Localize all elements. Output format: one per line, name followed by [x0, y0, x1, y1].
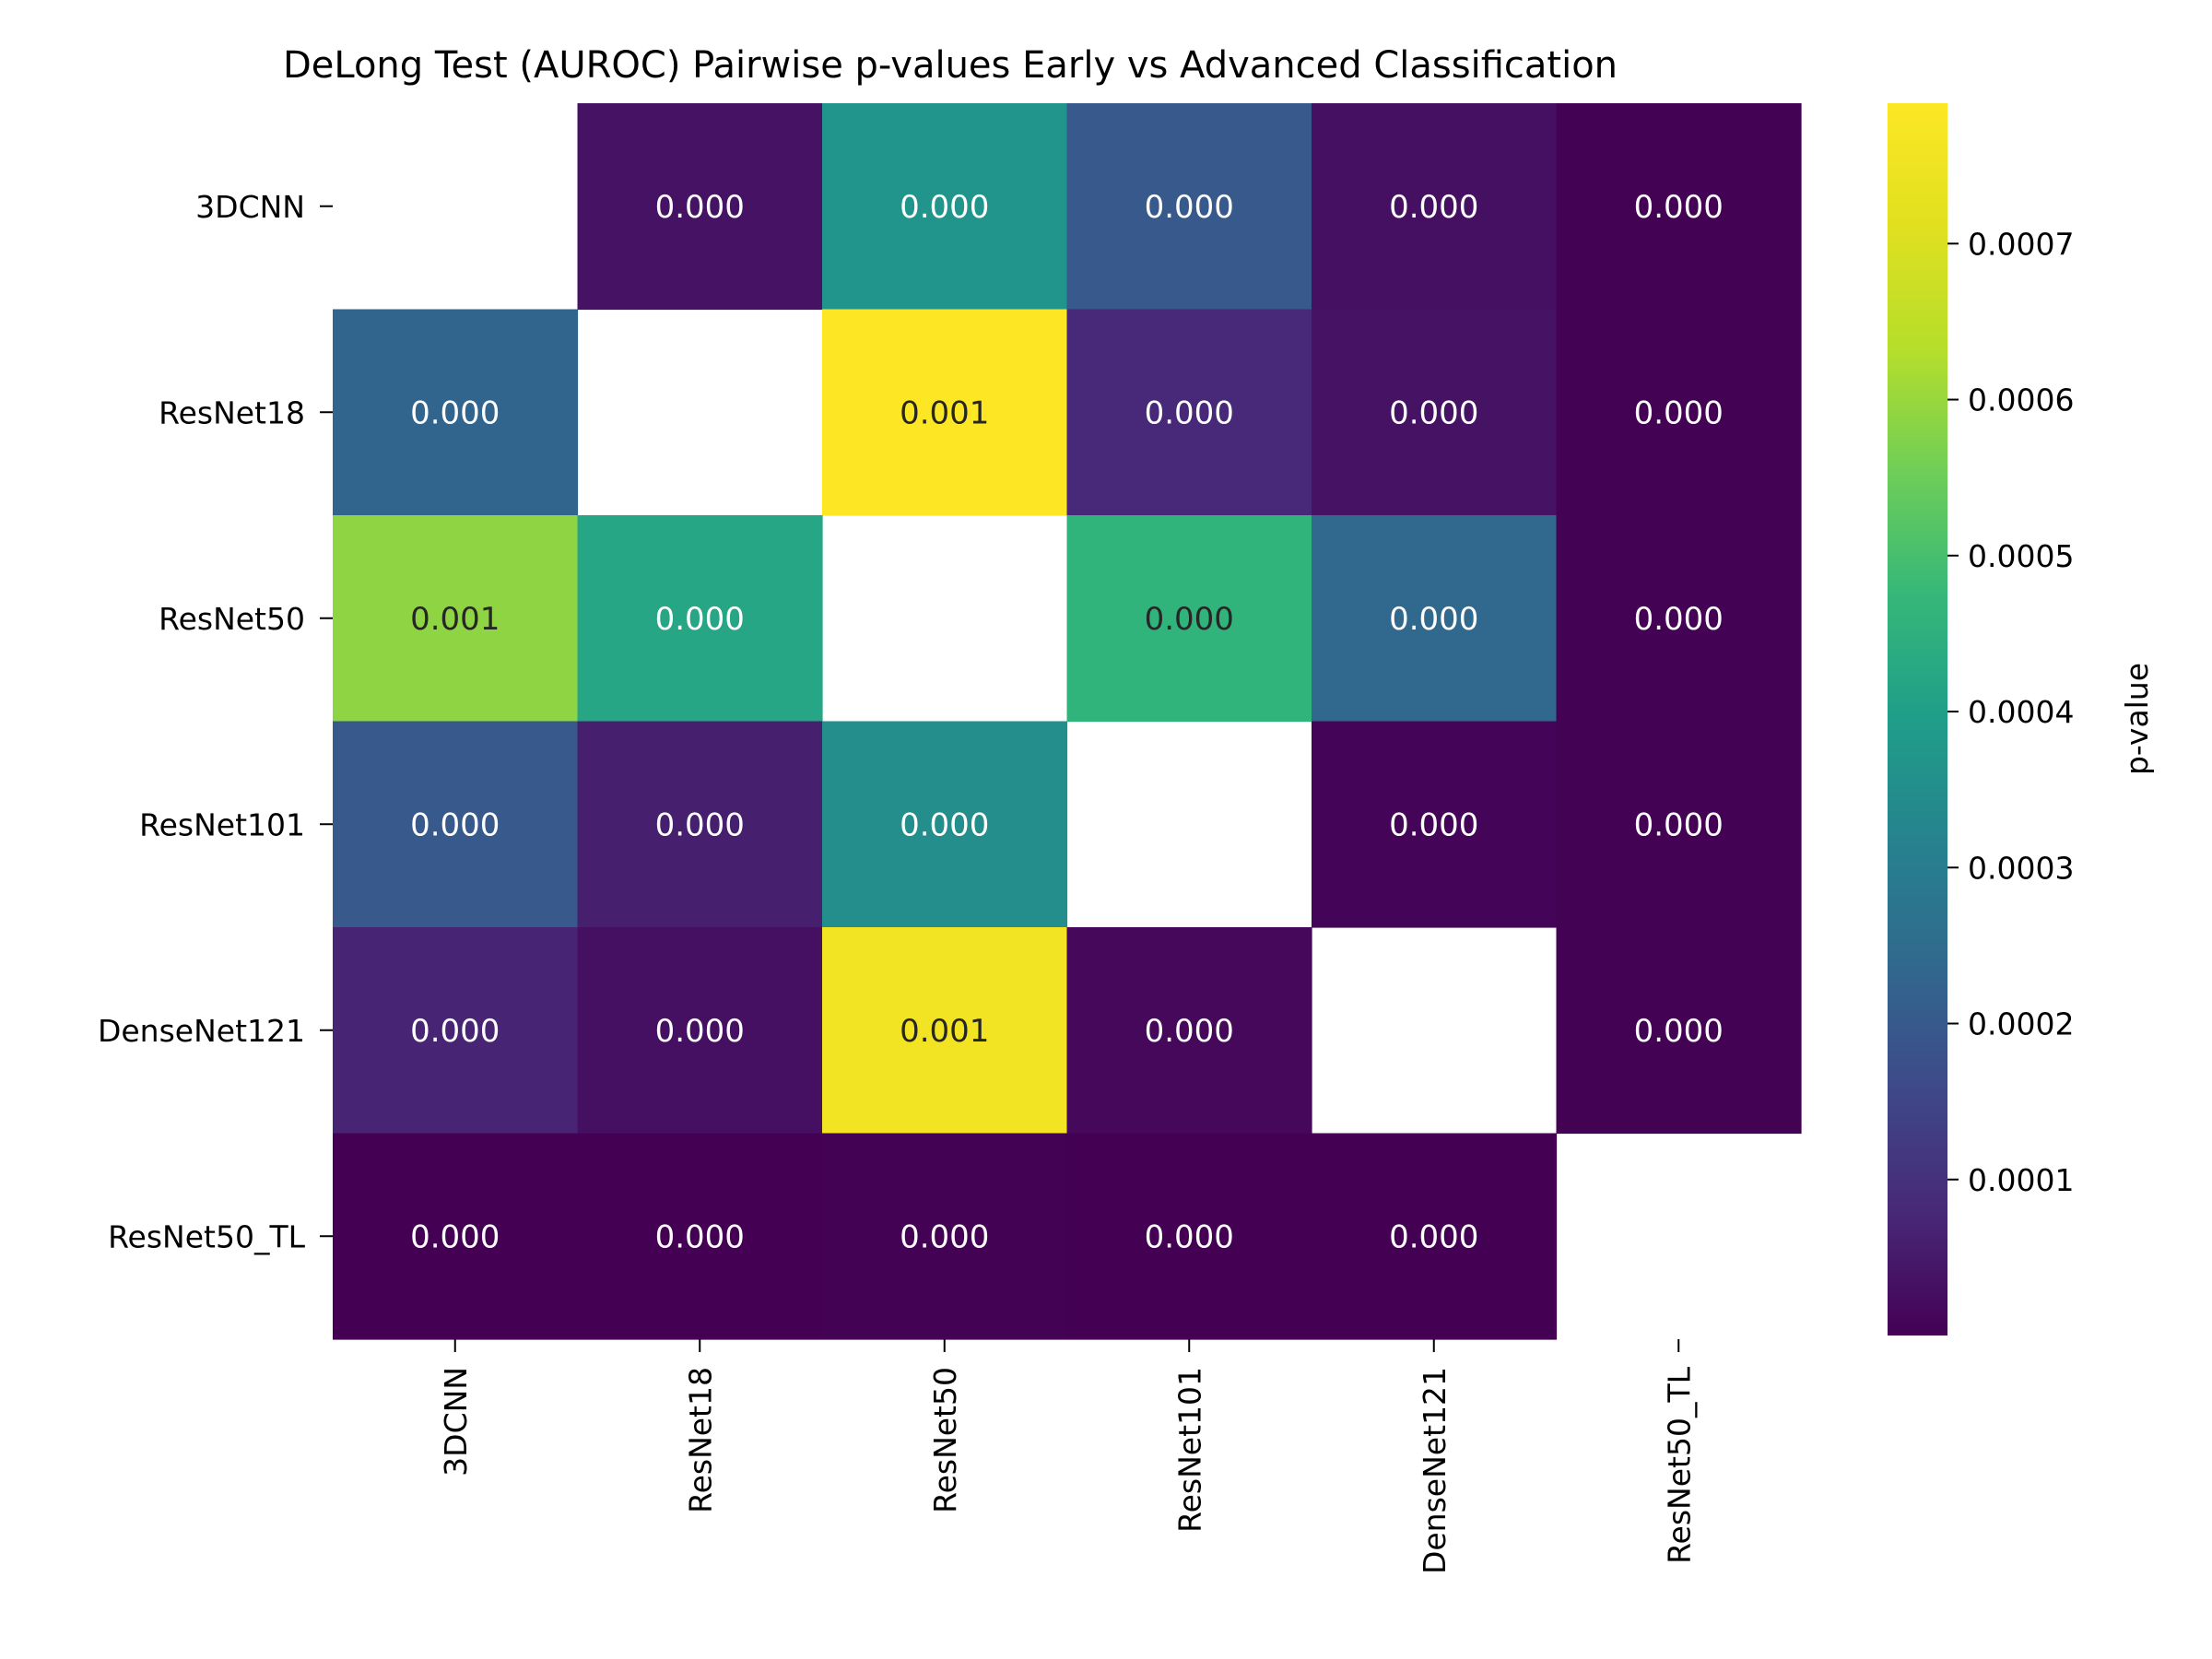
y-tick-label: ResNet18 [159, 394, 305, 430]
cell-value-label: 0.000 [1145, 189, 1234, 226]
colorbar-gradient [1888, 103, 1947, 1335]
x-tick-label: ResNet101 [1171, 1367, 1207, 1533]
colorbar-tick-label: 0.0006 [1968, 382, 2074, 418]
cell-value-label: 0.000 [900, 189, 989, 226]
heatmap-cell [1312, 721, 1558, 928]
x-tick-label: 3DCNN [438, 1367, 474, 1477]
heatmap-cell [1066, 103, 1312, 311]
heatmap-cell [577, 927, 823, 1135]
colorbar-tick-label: 0.0005 [1968, 538, 2074, 574]
heatmap-cell [822, 927, 1068, 1135]
cell-value-label: 0.000 [1145, 394, 1234, 431]
cell-value-label: 0.000 [1634, 394, 1724, 431]
heatmap-cell [577, 103, 823, 311]
heatmap-cell [333, 721, 579, 928]
colorbar-tick-label: 0.0004 [1968, 694, 2074, 730]
y-tick-label: ResNet101 [139, 806, 305, 842]
heatmap-cell [577, 1133, 823, 1340]
cell-value-label: 0.000 [900, 806, 989, 843]
x-tick-label: ResNet18 [682, 1367, 718, 1513]
x-tick-label: DenseNet121 [1417, 1367, 1453, 1574]
y-tick-label: DenseNet121 [98, 1013, 305, 1049]
cell-value-label: 0.000 [410, 394, 500, 431]
colorbar-ticks: 0.0001 0.0002 0.0003 0.0004 0.0005 0.0006 0.00… [1947, 226, 2074, 1198]
heatmap-cell [1066, 309, 1312, 516]
heatmap-cell [1312, 309, 1558, 516]
heatmap-cell [1312, 515, 1558, 723]
heatmap-cell [333, 309, 579, 516]
colorbar-tick-label: 0.0007 [1968, 226, 2074, 262]
colorbar-label: p-value [2119, 663, 2155, 775]
cell-value-label: 0.001 [900, 1013, 989, 1050]
cell-value-label: 0.000 [1389, 1218, 1478, 1255]
y-tick-label: ResNet50 [159, 601, 305, 637]
heatmap-cell [822, 309, 1068, 516]
heatmap-cell [577, 515, 823, 723]
cell-value-label: 0.000 [410, 806, 500, 843]
heatmap-cell [1556, 721, 1802, 928]
heatmap-cells: 0.000 0.000 0.000 0.000 0.000 0.000 0.001 0.000… [333, 103, 1802, 1340]
cell-value-label: 0.000 [1389, 806, 1478, 843]
heatmap-cell [822, 103, 1068, 311]
cell-value-label: 0.000 [1634, 601, 1724, 638]
heatmap-cell [1556, 515, 1802, 723]
x-tick-label: ResNet50_TL [1661, 1366, 1697, 1564]
heatmap-cell [1312, 103, 1558, 311]
x-tick-label: ResNet50 [927, 1367, 963, 1513]
cell-value-label: 0.000 [1145, 1218, 1234, 1255]
cell-value-label: 0.000 [1145, 1013, 1234, 1050]
cell-value-label: 0.000 [1389, 394, 1478, 431]
cell-value-label: 0.000 [1389, 601, 1478, 638]
cell-value-label: 0.000 [1634, 1013, 1724, 1050]
cell-value-label: 0.000 [655, 189, 745, 226]
heatmap-cell [1066, 927, 1312, 1135]
heatmap-cell [1066, 515, 1312, 723]
y-axis-ticks: 3DCNN ResNet18 ResNet50 ResNet101 DenseNet12… [98, 189, 333, 1254]
cell-value-label: 0.000 [410, 1013, 500, 1050]
cell-value-label: 0.000 [655, 1218, 745, 1255]
cell-value-label: 0.000 [1389, 189, 1478, 226]
heatmap-cell [822, 1133, 1068, 1340]
cell-value-label: 0.000 [410, 1218, 500, 1255]
cell-value-label: 0.000 [1634, 806, 1724, 843]
heatmap-cell [822, 721, 1068, 928]
colorbar-tick-label: 0.0001 [1968, 1162, 2074, 1198]
cell-value-label: 0.000 [655, 806, 745, 843]
heatmap-cell [333, 1133, 579, 1340]
cell-value-label: 0.000 [655, 1013, 745, 1050]
y-tick-label: 3DCNN [195, 189, 305, 225]
cell-value-label: 0.000 [900, 1218, 989, 1255]
heatmap-cell [333, 927, 579, 1135]
heatmap-cell [577, 721, 823, 928]
cell-value-label: 0.000 [655, 601, 745, 638]
heatmap-cell [1556, 927, 1802, 1135]
x-axis-ticks: 3DCNN ResNet18 ResNet50 ResNet101 DenseNet12… [438, 1339, 1697, 1574]
heatmap-cell [1556, 309, 1802, 516]
cell-value-label: 0.000 [1145, 601, 1234, 638]
heatmap-cell [1556, 103, 1802, 311]
cell-value-label: 0.001 [410, 601, 500, 638]
colorbar-tick-label: 0.0002 [1968, 1006, 2074, 1042]
heatmap-cell [333, 515, 579, 723]
chart-title: DeLong Test (AUROC) Pairwise p-values Ea… [283, 44, 1618, 87]
heatmap-cell [1312, 1133, 1558, 1340]
cell-value-label: 0.001 [900, 394, 989, 431]
colorbar: 0.0001 0.0002 0.0003 0.0004 0.0005 0.0006 0.00… [1888, 103, 2155, 1335]
y-tick-label: ResNet50_TL [108, 1218, 306, 1254]
cell-value-label: 0.000 [1634, 189, 1724, 226]
colorbar-tick-label: 0.0003 [1968, 850, 2074, 886]
heatmap-cell [1066, 1133, 1312, 1340]
